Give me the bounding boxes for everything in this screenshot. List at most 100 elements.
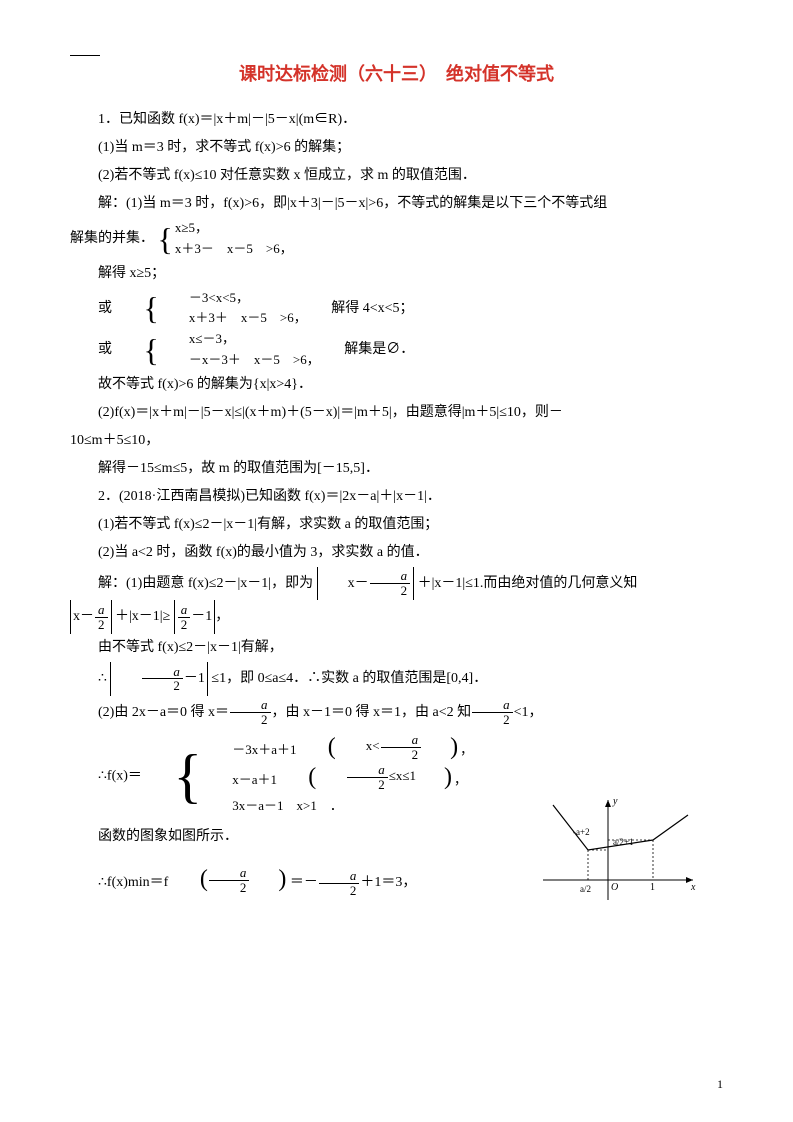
tick-label: a/2 [580,884,591,894]
cond: a2≤x≤1 [318,763,416,791]
p1-case3: 或 { x≤－3， －x－3＋ x－5 >6， 解集是∅． [70,329,723,371]
p1-question: 1．已知函数 f(x)＝|x＋m|－|5－x|(m∈R)． [70,106,723,134]
left-brace-icon: { [116,292,159,324]
expr: x－a＋1 [232,772,277,787]
frac-a2: a2 [209,866,250,894]
left-brace-icon: { [158,223,173,255]
p2-question: 2．(2018·江西南昌模拟)已知函数 f(x)＝|2x－a|＋|x－1|． [70,483,723,511]
p1-sol-lead: 解：(1)当 m＝3 时，f(x)>6，即|x＋3|－|5－x|>6，不等式的解… [70,190,723,218]
case-row: －3<x<5， [161,288,307,309]
case-group-2: { －3<x<5， x＋3＋ x－5 >6， [116,288,307,330]
p2-sol1-a: 解：(1)由题意 f(x)≤2－|x－1|，即为 x－a2 ＋|x－1|≤1.而… [70,567,723,601]
text: <1， [514,705,543,720]
left-paren-icon: ( [300,735,336,759]
case-row: －x－3＋ x－5 >6， [161,350,320,371]
frac-a2: a2 [319,869,360,897]
minus-one: －1 [184,671,205,686]
frac-a2: a2 [95,603,108,631]
left-paren-icon: ( [172,851,208,909]
p1-conclusion: 故不等式 f(x)>6 的解集为{x|x>4}． [70,371,723,399]
left-paren-icon: ( [280,765,316,789]
text: ∴f(x)min＝f [98,875,168,890]
left-brace-icon: { [145,746,202,806]
cases: x≤－3， －x－3＋ x－5 >6， [161,329,320,371]
x-label: x [690,882,696,893]
right-paren-icon: ) [250,851,286,909]
p1-part2c: 解得－15≤m≤5，故 m 的取值范围为[－15,5]． [70,455,723,483]
tick-label: 1 [650,882,655,893]
paren-group: (a2≤x≤1) [280,763,454,791]
text: ，由 x－1＝0 得 x＝1，由 a<2 知 [272,705,472,720]
p2-sol2-a: (2)由 2x－a＝0 得 x＝a2，由 x－1＝0 得 x＝1，由 a<2 知… [70,696,723,730]
p2-sub2: (2)当 a<2 时，函数 f(x)的最小值为 3，求实数 a 的值． [70,539,723,567]
right-paren-icon: ) [422,735,458,759]
case-group-1: { x≥5， x＋3－ x－5 >6， [158,218,293,260]
arrow-icon [605,800,611,807]
expr: －3x＋a＋1 [232,742,296,757]
minus-one: －1 [191,609,212,624]
text: 解集的并集． [70,231,154,246]
p2-sol1-b: x－a2 ＋|x－1|≥ a2－1， [70,600,723,634]
paren-group: (x<a2) [300,733,460,761]
abs-expr: x－a2 [317,567,415,601]
function-graph: y x O a/2 1 a/2+1 -a+2 [533,790,703,920]
cases: －3<x<5， x＋3＋ x－5 >6， [161,288,307,330]
left-brace-icon: { [116,334,159,366]
frac-a2: a2 [381,733,422,761]
text: ＋|x－1|≤1.而由绝对值的几何意义知 [418,576,638,591]
cases: x≥5， x＋3－ x－5 >6， [175,218,293,260]
origin-label: O [611,882,618,893]
or-text: 或 [98,301,112,316]
cond: x<a2 [338,733,422,761]
p1-sub2: (2)若不等式 f(x)≤10 对任意实数 x 恒成立，求 m 的取值范围． [70,162,723,190]
page-number: 1 [717,1077,723,1092]
p2-sub1: (1)若不等式 f(x)≤2－|x－1|有解，求实数 a 的取值范围； [70,511,723,539]
abs-expr: a2－1 [174,600,216,634]
right-paren-icon: ) [416,765,452,789]
frac-a2: a2 [178,603,191,631]
piecewise-cases: { －3x＋a＋1 (x<a2)， x－a＋1 (a2≤x≤1)， 3x－a－1… [145,733,473,819]
case-row: x－a＋1 (a2≤x≤1)， [204,763,473,793]
case-group-3: { x≤－3， －x－3＋ x－5 >6， [116,329,320,371]
text: ＋1＝3， [360,875,416,890]
value-label: a/2+1 [613,837,634,847]
text: ＝－ [290,875,318,890]
cases: －3x＋a＋1 (x<a2)， x－a＋1 (a2≤x≤1)， 3x－a－1 x… [204,733,473,819]
p2-sol1-d: ∴ a2－1 ≤1，即 0≤a≤4．∴实数 a 的取值范围是[0,4]． [70,662,723,696]
text: (2)由 2x－a＝0 得 x＝ [98,705,229,720]
p1-case1-res: 解得 x≥5； [70,260,723,288]
case3-res: 解集是∅． [344,342,414,357]
doc-title: 课时达标检测（六十三） 绝对值不等式 [70,60,723,86]
value-label: -a+2 [573,827,590,837]
case-row: x＋3＋ x－5 >6， [161,308,307,329]
text: ≤1，即 0≤a≤4．∴实数 a 的取值范围是[0,4]． [211,671,487,686]
y-label: y [612,796,618,807]
text: 解：(1)由题意 f(x)≤2－|x－1|，即为 [98,576,313,591]
paren-group: (a2) [172,851,287,909]
abs-expr: a2－1 [110,662,208,696]
therefore: ∴ [98,671,107,686]
frac-a2: a2 [370,569,411,597]
case-row: 3x－a－1 x>1 ． [204,793,473,819]
frac-a2: a2 [230,698,271,726]
p1-sub1: (1)当 m＝3 时，求不等式 f(x)>6 的解集； [70,134,723,162]
frac-a2: a2 [142,665,183,693]
text: ∴f(x)＝ [98,769,142,784]
p1-case2: 或 { －3<x<5， x＋3＋ x－5 >6， 解得 4<x<5； [70,288,723,330]
case-row: －3x＋a＋1 (x<a2)， [204,733,473,763]
text: ＋|x－1|≥ [115,609,170,624]
frac-a2: a2 [472,698,513,726]
case-row: x＋3－ x－5 >6， [175,239,293,260]
case-row: x≥5， [175,218,293,239]
case2-res: 解得 4<x<5； [331,301,413,316]
p1-part2a: (2)f(x)＝|x＋m|－|5－x|≤|(x＋m)＋(5－x)|＝|m＋5|，… [70,399,723,427]
p1-sol-lead2: 解集的并集． { x≥5， x＋3－ x－5 >6， [70,218,723,260]
case-row: x≤－3， [161,329,320,350]
page: 课时达标检测（六十三） 绝对值不等式 1．已知函数 f(x)＝|x＋m|－|5－… [0,0,793,1122]
frac-a2: a2 [347,763,388,791]
p2-sol1-c: 由不等式 f(x)≤2－|x－1|有解， [70,634,723,662]
p1-part2b: 10≤m＋5≤10， [70,427,723,455]
header-rule [70,55,100,56]
abs-expr: x－a2 [70,600,112,634]
or-text: 或 [98,342,112,357]
